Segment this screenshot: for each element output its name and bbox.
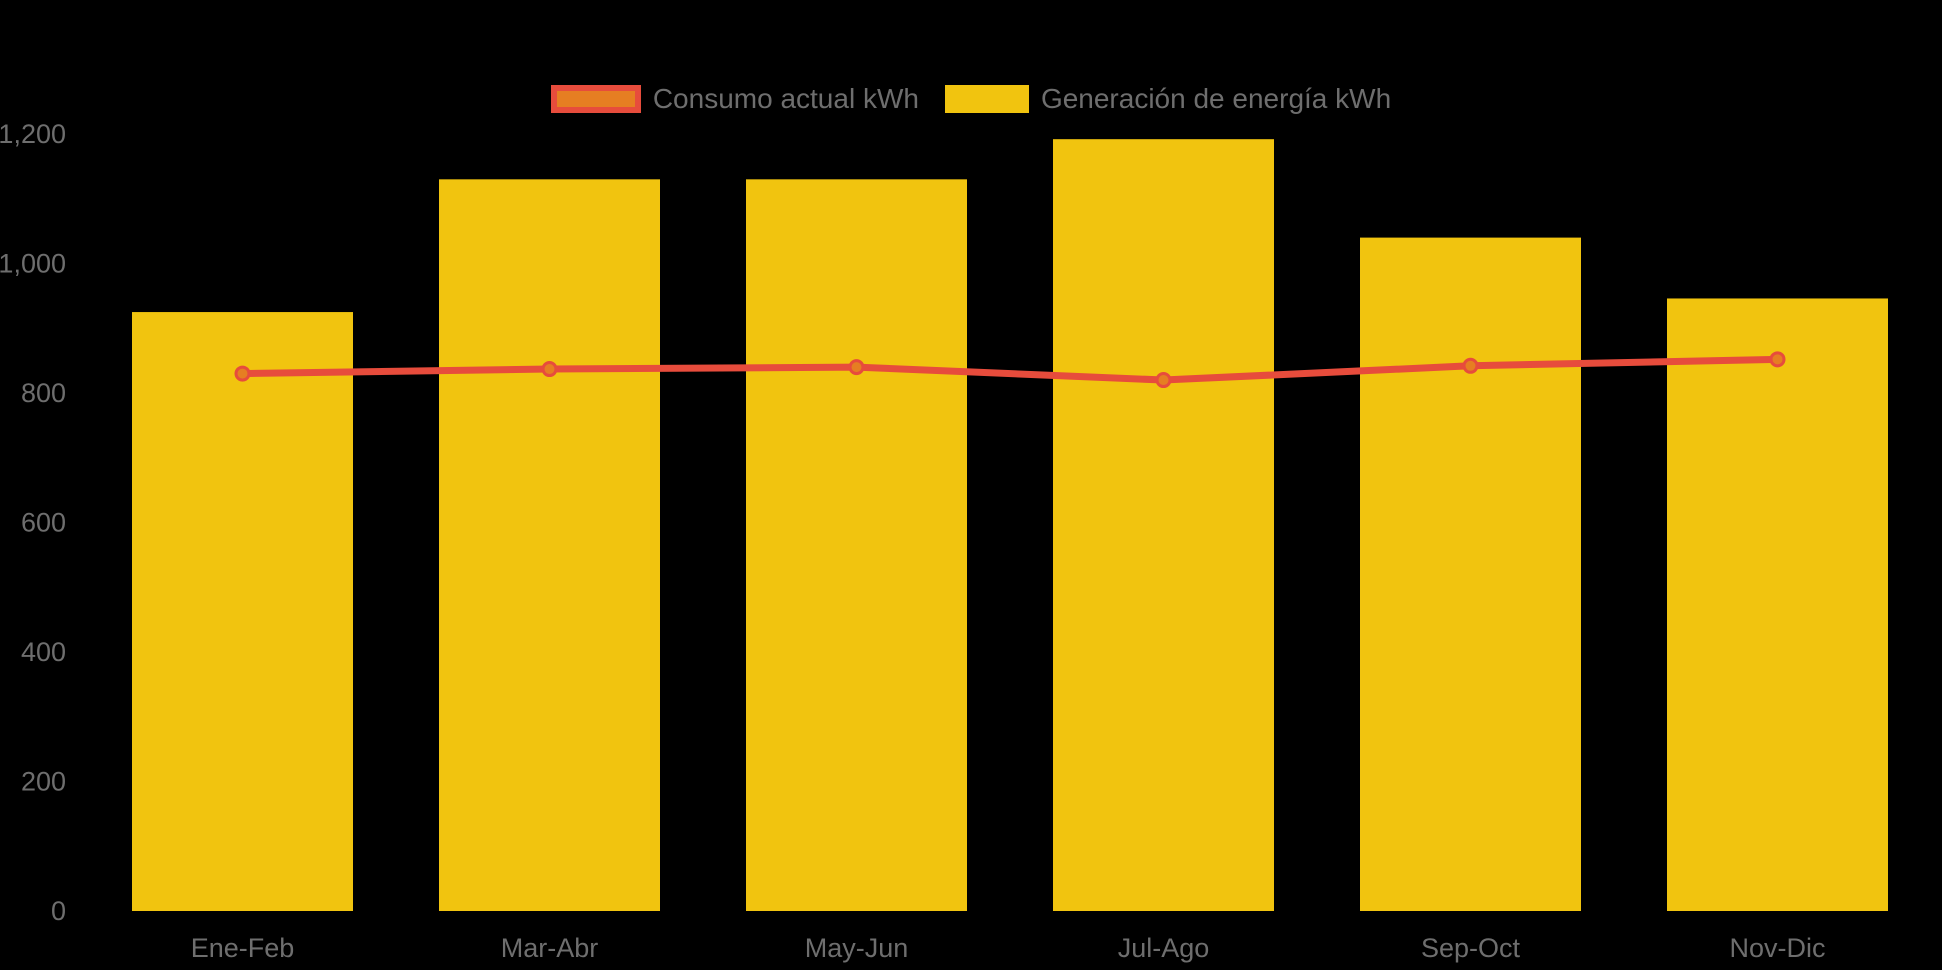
y-tick-label-0: 0 <box>51 896 66 926</box>
x-axis-label-nov-dic: Nov-Dic <box>1729 933 1825 963</box>
bar-jul-ago <box>1053 139 1274 911</box>
legend-label-consumo: Consumo actual kWh <box>652 83 919 114</box>
x-axis-label-mar-abr: Mar-Abr <box>501 933 599 963</box>
line-point-may-jun <box>848 359 865 376</box>
generacion-bar-swatch-icon <box>944 85 1029 113</box>
line-point-nov-dic <box>1769 351 1786 368</box>
y-tick-label-400: 400 <box>21 637 66 667</box>
legend-item-consumo[interactable]: Consumo actual kWh <box>550 83 919 114</box>
line-point-mar-abr <box>541 361 558 378</box>
consumo-line <box>239 355 1781 384</box>
x-axis-label-sep-oct: Sep-Oct <box>1421 933 1521 963</box>
line-point-jul-ago <box>1155 372 1172 389</box>
bar-mar-abr <box>439 179 660 911</box>
line-point-sep-oct <box>1462 357 1479 374</box>
y-tick-label-600: 600 <box>21 508 66 538</box>
y-tick-label-200: 200 <box>21 767 66 797</box>
bar-may-jun <box>746 179 967 911</box>
bar-ene-feb <box>132 312 353 911</box>
line-point-ene-feb <box>234 365 251 382</box>
x-axis-label-ene-feb: Ene-Feb <box>191 933 295 963</box>
y-tick-label-800: 800 <box>21 378 66 408</box>
y-tick-label-1000: 1,000 <box>0 249 66 279</box>
y-tick-label-1200: 1,200 <box>0 119 66 149</box>
x-axis-label-jul-ago: Jul-Ago <box>1118 933 1210 963</box>
x-axis-label-may-jun: May-Jun <box>805 933 909 963</box>
legend-item-generacion[interactable]: Generación de energía kWh <box>944 83 1392 114</box>
chart-legend: Consumo actual kWh Generación de energía… <box>0 85 1942 113</box>
legend-label-generacion: Generación de energía kWh <box>1040 83 1392 114</box>
bar-nov-dic <box>1667 298 1888 912</box>
bar-sep-oct <box>1360 237 1581 912</box>
consumo-line-swatch-icon <box>550 85 641 113</box>
